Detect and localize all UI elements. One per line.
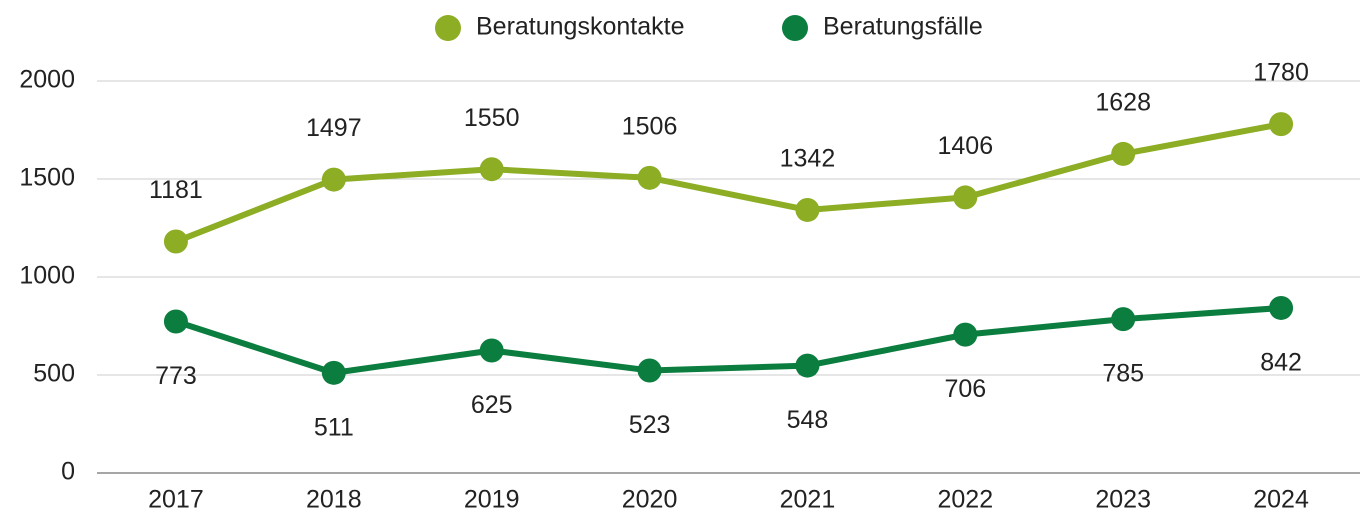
legend-marker [782,15,808,41]
data-point [953,185,978,210]
data-label: 1628 [1095,89,1151,117]
x-tick-label: 2019 [464,486,520,513]
x-tick-label: 2022 [938,486,994,513]
data-label: 1406 [938,132,994,160]
legend-marker [435,15,461,41]
data-point [1111,141,1136,166]
data-label: 1181 [149,176,203,204]
data-label: 842 [1260,349,1302,377]
series-line [174,121,1282,245]
data-point [795,353,820,378]
x-tick-label: 2023 [1095,486,1151,513]
data-point [637,358,662,383]
legend-label: Beratungskontakte [476,13,684,41]
data-label: 1506 [622,112,678,140]
data-label: 773 [155,362,197,390]
data-point [795,197,820,222]
data-point [163,229,188,254]
x-tick-label: 2021 [780,486,836,513]
data-point [1111,307,1136,332]
legend-label: Beratungsfälle [823,13,983,41]
data-point [1269,112,1294,137]
data-label: 1497 [306,114,362,142]
data-point [953,322,978,347]
data-point [637,165,662,190]
data-label: 523 [629,411,671,439]
y-tick-label: 2000 [19,66,75,94]
data-point [1269,295,1294,320]
data-point [163,309,188,334]
y-tick-label: 0 [61,458,75,486]
data-label: 625 [471,391,513,419]
x-tick-label: 2018 [306,486,362,513]
y-tick-label: 1500 [19,164,75,192]
x-tick-label: 2017 [148,486,204,513]
series-line [175,304,1282,376]
x-tick-label: 2020 [622,486,678,513]
data-label: 548 [787,406,829,434]
data-label: 1550 [464,104,520,132]
data-label: 706 [944,375,986,403]
data-point [479,157,504,182]
x-tick-label: 2024 [1253,486,1309,513]
data-label: 511 [314,413,354,441]
data-point [479,338,504,363]
data-point [321,360,346,385]
y-tick-label: 1000 [19,262,75,290]
data-point [321,167,346,192]
data-label: 785 [1102,360,1144,388]
y-tick-label: 500 [33,360,75,388]
data-label: 1780 [1253,59,1309,87]
data-label: 1342 [780,145,836,173]
